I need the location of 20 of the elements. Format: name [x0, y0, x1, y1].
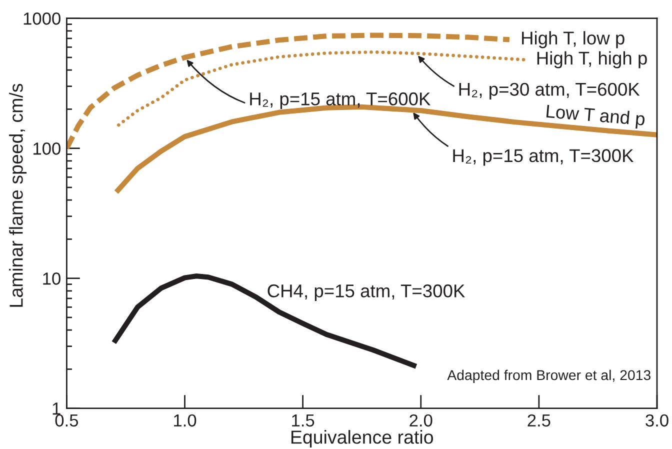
x-tick-label: 3.0 — [646, 414, 668, 427]
series-label: High T, low p — [522, 31, 624, 48]
x-tick-label: 0.5 — [55, 414, 78, 427]
y-axis-title: Laminar flame speed, cm/s — [9, 84, 27, 307]
x-tick-label: 2.0 — [410, 414, 432, 427]
x-axis-title: Equivalence ratio — [291, 430, 433, 448]
series-label: CH4, p=15 atm, T=300K — [268, 284, 466, 302]
annotation: H₂, p=15 atm, T=300K — [453, 149, 634, 166]
x-tick-label: 2.5 — [528, 414, 550, 427]
y-tick-label: 1 — [52, 402, 60, 415]
annotation: H₂, p=30 atm, T=600K — [459, 82, 640, 100]
series-label: High T, high p — [537, 51, 647, 68]
y-tick-label: 10 — [43, 272, 60, 285]
annotation: H₂, p=15 atm, T=600K — [250, 92, 431, 110]
y-tick-label: 100 — [34, 142, 60, 155]
x-tick-label: 1.5 — [292, 414, 314, 427]
annotation: Adapted from Brower et al, 2013 — [447, 370, 650, 383]
series-label: Low T and p — [546, 104, 646, 130]
x-tick-label: 1.0 — [174, 414, 196, 427]
y-tick-label: 1000 — [24, 12, 60, 25]
